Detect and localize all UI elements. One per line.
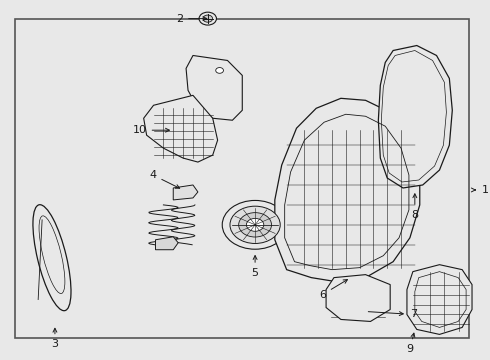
Polygon shape <box>275 98 420 282</box>
Polygon shape <box>407 265 472 334</box>
Circle shape <box>203 15 213 22</box>
Text: 7: 7 <box>368 310 417 319</box>
Polygon shape <box>326 275 390 321</box>
Text: 2: 2 <box>176 14 207 24</box>
Polygon shape <box>155 237 178 250</box>
Circle shape <box>216 68 223 73</box>
Text: 8: 8 <box>411 194 418 220</box>
Circle shape <box>222 201 288 249</box>
Circle shape <box>230 206 280 243</box>
Text: 5: 5 <box>251 256 259 278</box>
Text: 4: 4 <box>149 170 180 188</box>
Text: 6: 6 <box>319 280 347 300</box>
Circle shape <box>246 219 264 231</box>
Text: 10: 10 <box>133 125 170 135</box>
Circle shape <box>239 213 271 237</box>
Text: 9: 9 <box>406 333 415 354</box>
Bar <box>15 19 469 338</box>
Text: 1: 1 <box>471 185 489 195</box>
Polygon shape <box>144 95 218 162</box>
Ellipse shape <box>33 205 71 311</box>
Polygon shape <box>173 185 198 200</box>
Circle shape <box>199 12 217 25</box>
Polygon shape <box>378 45 452 188</box>
Text: 3: 3 <box>51 328 58 350</box>
Polygon shape <box>186 55 242 120</box>
